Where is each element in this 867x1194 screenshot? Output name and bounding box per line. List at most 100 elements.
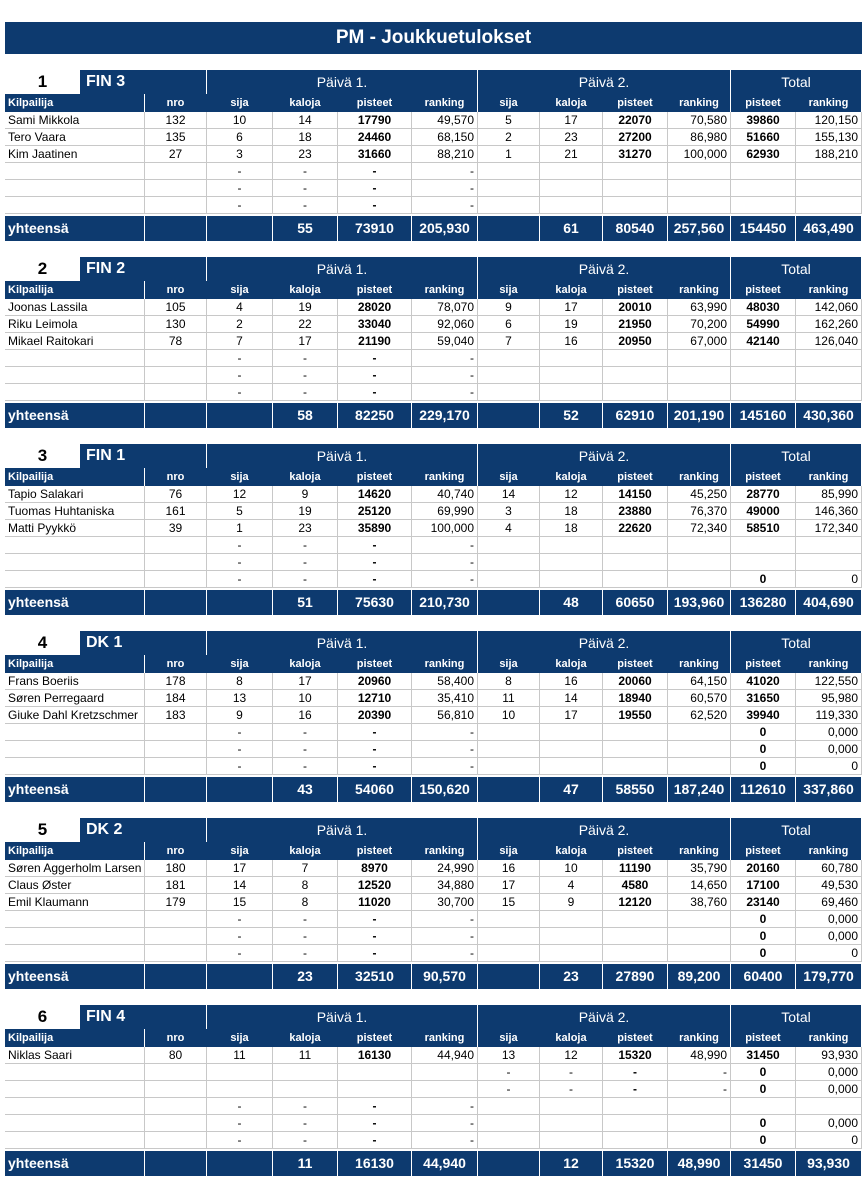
table-cell: - <box>273 1115 338 1132</box>
table-cell <box>668 537 731 554</box>
table-cell: 122,550 <box>796 673 862 690</box>
table-cell: - <box>412 554 478 571</box>
total-cell: 136280 <box>731 590 796 615</box>
total-cell <box>478 403 540 428</box>
table-cell <box>5 741 145 758</box>
table-cell: Frans Boeriis <box>5 673 145 690</box>
total-cell: 463,490 <box>796 216 862 241</box>
table-cell: 21950 <box>603 316 668 333</box>
table-cell: 11 <box>207 1047 273 1064</box>
table-cell: - <box>338 367 412 384</box>
table-cell: 19 <box>273 299 338 316</box>
total-cell <box>145 403 207 428</box>
total-cell: 205,930 <box>412 216 478 241</box>
table-cell: - <box>207 928 273 945</box>
table-cell <box>478 1115 540 1132</box>
table-cell <box>478 945 540 962</box>
table-cell <box>478 571 540 588</box>
total-cell: 58550 <box>603 777 668 802</box>
table-cell: 68,150 <box>412 129 478 146</box>
table-cell <box>603 945 668 962</box>
table-cell: Tero Vaara <box>5 129 145 146</box>
total-cell: 150,620 <box>412 777 478 802</box>
section-header: Total <box>731 70 862 94</box>
table-cell: 0 <box>731 1132 796 1149</box>
table-cell <box>145 180 207 197</box>
total-cell: 32510 <box>338 964 412 989</box>
table-cell: 49,570 <box>412 112 478 129</box>
table-cell <box>145 724 207 741</box>
column-header: pisteet <box>603 1029 668 1047</box>
total-cell: 112610 <box>731 777 796 802</box>
table-cell <box>668 163 731 180</box>
table-cell <box>145 163 207 180</box>
table-cell <box>145 1064 207 1081</box>
total-cell: 404,690 <box>796 590 862 615</box>
table-cell: 179 <box>145 894 207 911</box>
column-header: ranking <box>668 842 731 860</box>
table-cell: - <box>412 1098 478 1115</box>
table-cell: 172,340 <box>796 520 862 537</box>
table-cell: - <box>412 367 478 384</box>
table-cell: 10 <box>207 112 273 129</box>
column-header: nro <box>145 94 207 112</box>
table-cell: - <box>338 928 412 945</box>
table-cell: 60,780 <box>796 860 862 877</box>
table-cell: 16 <box>540 673 603 690</box>
total-cell: 58 <box>273 403 338 428</box>
table-cell <box>273 1081 338 1098</box>
table-cell <box>540 537 603 554</box>
table-cell: - <box>273 1098 338 1115</box>
table-cell: 146,360 <box>796 503 862 520</box>
team-number: 3 <box>5 444 80 468</box>
table-cell: 5 <box>478 112 540 129</box>
table-cell: 8 <box>207 673 273 690</box>
sheet-title: PM - Joukkuetulokset <box>5 22 862 54</box>
table-cell: 183 <box>145 707 207 724</box>
section-header: Total <box>731 631 862 655</box>
table-cell: 100,000 <box>412 520 478 537</box>
table-cell: - <box>412 384 478 401</box>
total-label: yhteensä <box>5 590 145 615</box>
table-cell <box>603 163 668 180</box>
table-cell: 35,790 <box>668 860 731 877</box>
table-cell: 35890 <box>338 520 412 537</box>
table-cell <box>478 180 540 197</box>
table-cell <box>478 1132 540 1149</box>
table-cell: 11190 <box>603 860 668 877</box>
table-cell <box>603 1098 668 1115</box>
table-cell: - <box>207 571 273 588</box>
total-cell: 43 <box>273 777 338 802</box>
table-cell: 132 <box>145 112 207 129</box>
table-cell <box>145 384 207 401</box>
table-cell <box>478 1098 540 1115</box>
table-cell: 188,210 <box>796 146 862 163</box>
table-cell: 31270 <box>603 146 668 163</box>
total-cell: 187,240 <box>668 777 731 802</box>
table-cell <box>540 724 603 741</box>
column-header: ranking <box>668 1029 731 1047</box>
column-header: sija <box>207 1029 273 1047</box>
table-cell: 70,580 <box>668 112 731 129</box>
table-cell <box>207 1081 273 1098</box>
table-cell <box>5 537 145 554</box>
table-cell: 20960 <box>338 673 412 690</box>
table-cell: 21190 <box>338 333 412 350</box>
table-cell: 17100 <box>731 877 796 894</box>
table-cell <box>5 945 145 962</box>
table-cell: 22 <box>273 316 338 333</box>
column-header: kaloja <box>273 655 338 673</box>
table-cell: 23 <box>273 146 338 163</box>
total-cell: 73910 <box>338 216 412 241</box>
table-cell: 30,700 <box>412 894 478 911</box>
column-header: pisteet <box>603 281 668 299</box>
table-cell: 4 <box>540 877 603 894</box>
column-header: Kilpailija <box>5 281 145 299</box>
total-cell <box>478 216 540 241</box>
table-cell: - <box>338 554 412 571</box>
column-header: pisteet <box>603 94 668 112</box>
table-cell <box>145 554 207 571</box>
table-cell <box>338 1081 412 1098</box>
table-cell: 9 <box>478 299 540 316</box>
table-cell <box>478 928 540 945</box>
